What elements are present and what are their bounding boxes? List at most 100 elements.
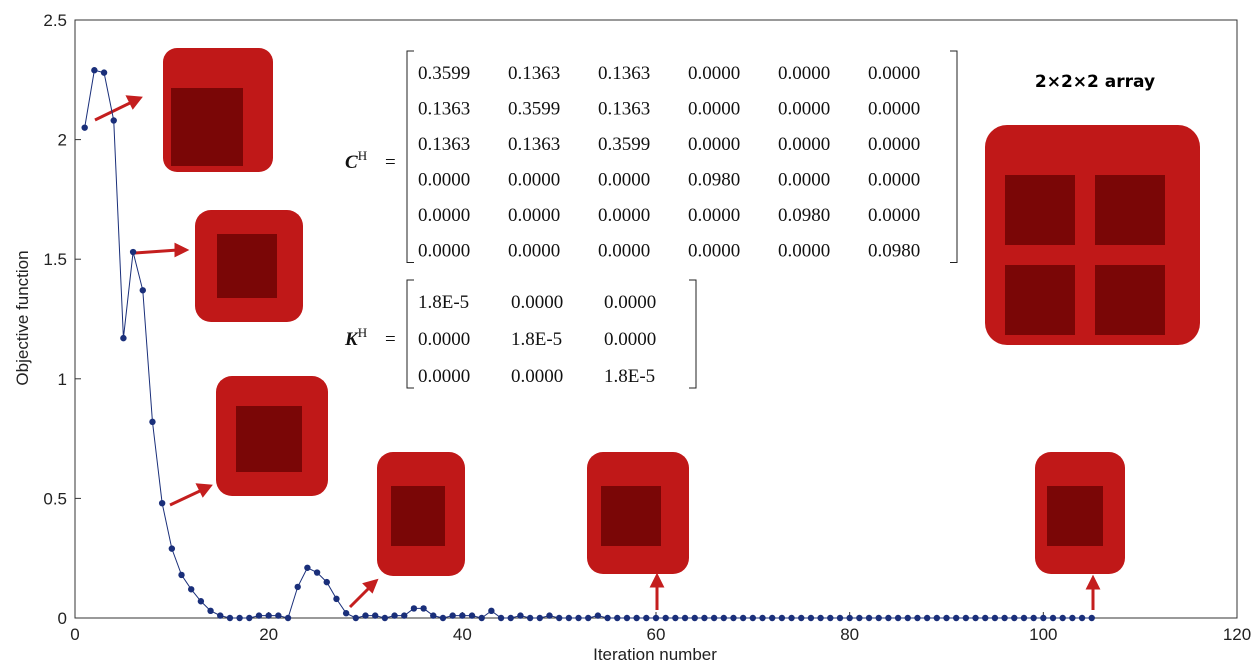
matrix-entry: 0.0000: [508, 205, 560, 226]
x-tick-label: 100: [1029, 625, 1057, 644]
point: [653, 615, 659, 621]
point: [682, 615, 688, 621]
point: [198, 598, 204, 604]
matrix-label: KH: [344, 325, 367, 350]
matrix-entry: 0.1363: [418, 134, 470, 155]
point: [1011, 615, 1017, 621]
matrix-entry: 0.0000: [868, 63, 920, 84]
point: [207, 608, 213, 614]
matrix-label: CH: [345, 148, 367, 173]
y-tick-label: 2.5: [43, 11, 67, 30]
structure-images: [163, 48, 1200, 576]
point: [295, 584, 301, 590]
point: [440, 615, 446, 621]
point: [275, 612, 281, 618]
point: [401, 612, 407, 618]
point: [885, 615, 891, 621]
point: [759, 615, 765, 621]
point: [479, 615, 485, 621]
matrix-superscript: H: [358, 325, 367, 340]
matrix-entry: 0.0980: [868, 241, 920, 262]
bracket: [407, 51, 414, 263]
chart: 2×2×2 array Iteration number Objective f…: [0, 0, 1255, 668]
point: [711, 615, 717, 621]
point: [265, 612, 271, 618]
y-tick-label: 1: [58, 370, 67, 389]
point: [343, 610, 349, 616]
point: [1079, 615, 1085, 621]
matrix-entry: 0.0000: [868, 170, 920, 191]
point: [662, 615, 668, 621]
point: [169, 545, 175, 551]
point: [527, 615, 533, 621]
point: [1089, 615, 1095, 621]
matrix-entry: 0.1363: [508, 63, 560, 84]
point: [382, 615, 388, 621]
matrix-entry: 0.0000: [778, 241, 830, 262]
point: [362, 612, 368, 618]
point: [856, 615, 862, 621]
y-tick-label: 0: [58, 609, 67, 628]
point: [595, 612, 601, 618]
point: [1021, 615, 1027, 621]
matrix-entry: 0.0000: [418, 241, 470, 262]
point: [992, 615, 998, 621]
point: [353, 615, 359, 621]
point: [614, 615, 620, 621]
matrix-entry: 0.0000: [511, 366, 563, 387]
point: [633, 615, 639, 621]
x-tick-label: 120: [1223, 625, 1251, 644]
point: [304, 565, 310, 571]
matrix-entry: 0.0000: [778, 63, 830, 84]
matrix-entry: 0.3599: [598, 134, 650, 155]
matrix-entry: 0.3599: [418, 63, 470, 84]
point: [411, 605, 417, 611]
point: [721, 615, 727, 621]
point: [585, 615, 591, 621]
point: [624, 615, 630, 621]
point: [643, 615, 649, 621]
matrix-entry: 0.0000: [778, 99, 830, 120]
point: [391, 612, 397, 618]
point: [604, 615, 610, 621]
matrix-superscript: H: [358, 148, 367, 163]
point: [672, 615, 678, 621]
point: [692, 615, 698, 621]
point: [517, 612, 523, 618]
point: [846, 615, 852, 621]
matrix-entry: 0.0000: [598, 241, 650, 262]
point: [575, 615, 581, 621]
y-tick-label: 1.5: [43, 250, 67, 269]
matrix-entry: 0.0000: [688, 205, 740, 226]
point: [488, 608, 494, 614]
x-axis-label: Iteration number: [593, 645, 717, 664]
point: [236, 615, 242, 621]
point: [556, 615, 562, 621]
point: [934, 615, 940, 621]
point: [498, 615, 504, 621]
point: [217, 612, 223, 618]
point: [1069, 615, 1075, 621]
matrix-entry: 0.0000: [778, 170, 830, 191]
matrix-entry: 0.0000: [868, 99, 920, 120]
point: [817, 615, 823, 621]
matrix-entry: 0.0000: [598, 170, 650, 191]
matrix-entry: 0.0980: [688, 170, 740, 191]
point: [1001, 615, 1007, 621]
matrix-entry: 0.0000: [598, 205, 650, 226]
matrix-entry: 0.0000: [688, 241, 740, 262]
point: [120, 335, 126, 341]
matrix-entry: 0.0000: [511, 292, 563, 313]
bracket: [689, 280, 696, 388]
point: [546, 612, 552, 618]
matrix-entry: 0.1363: [508, 134, 560, 155]
point: [314, 569, 320, 575]
array-label: 2×2×2 array: [1035, 72, 1155, 92]
point: [943, 615, 949, 621]
matrix-entry: 1.8E-5: [511, 329, 562, 350]
point: [779, 615, 785, 621]
y-axis-label: Objective function: [13, 250, 32, 385]
point: [469, 612, 475, 618]
matrix-entry: 0.0000: [604, 329, 656, 350]
